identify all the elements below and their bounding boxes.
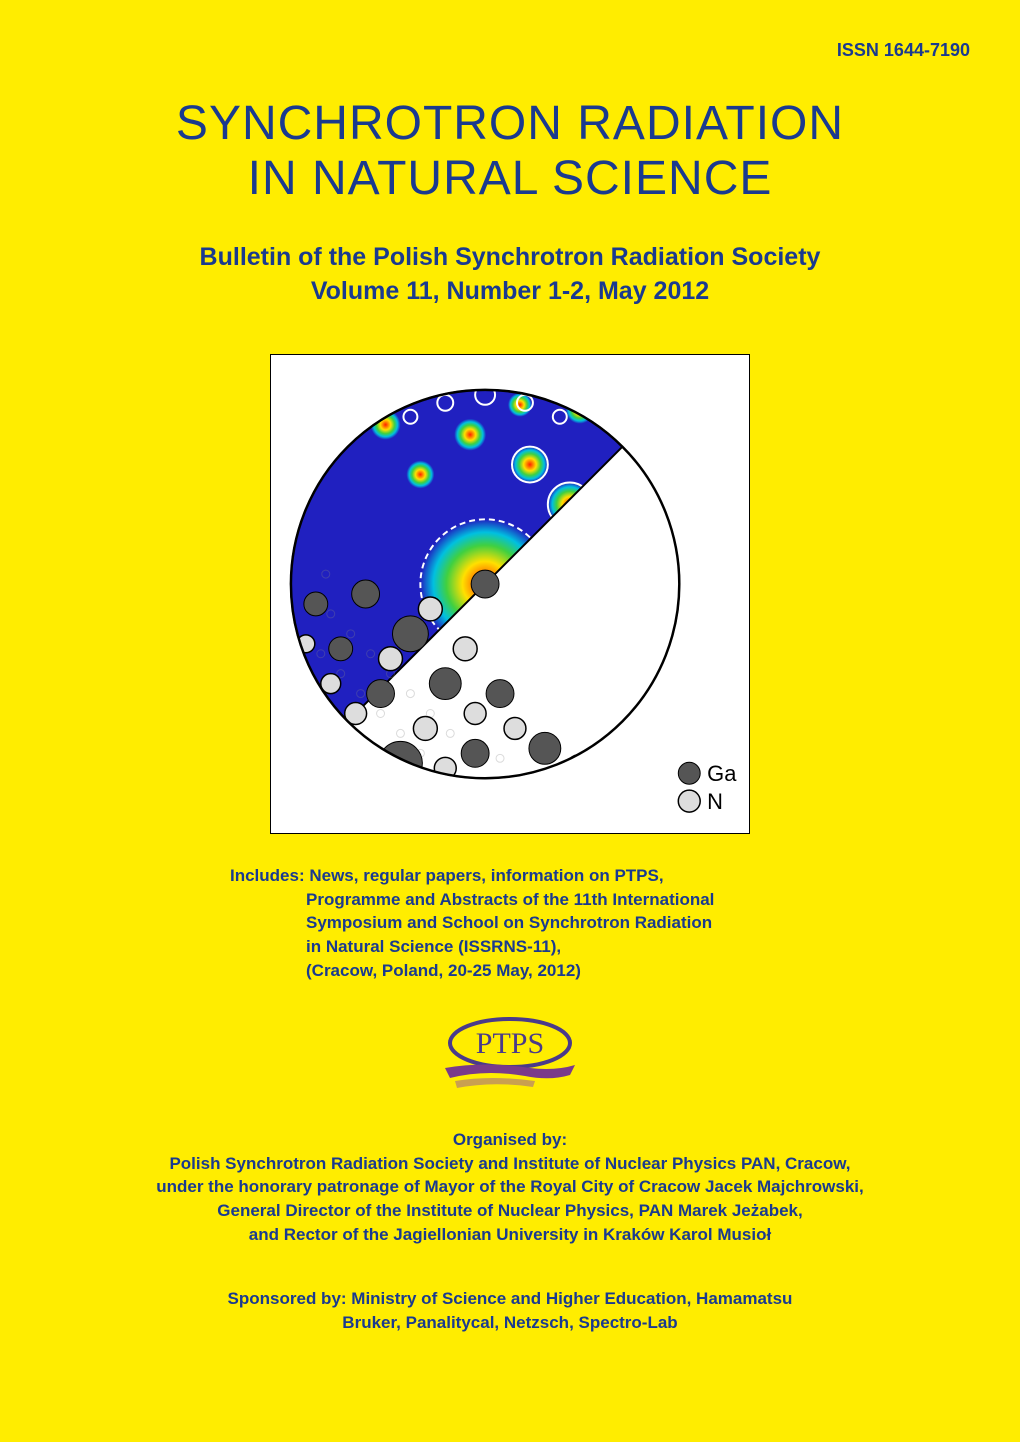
legend-n-label: N (707, 789, 723, 814)
ptps-logo-container: PTPS (50, 1013, 970, 1098)
organised-block: Organised by: Polish Synchrotron Radiati… (50, 1128, 970, 1247)
subtitle-line-1: Bulletin of the Polish Synchrotron Radia… (200, 243, 821, 271)
main-title: SYNCHROTRON RADIATION IN NATURAL SCIENCE (50, 96, 970, 206)
includes-l5: (Cracow, Poland, 20-25 May, 2012) (230, 959, 790, 983)
ptps-logo-text: PTPS (476, 1027, 544, 1060)
includes-block: Includes: News, regular papers, informat… (230, 864, 790, 983)
organised-l2: Polish Synchrotron Radiation Society and… (50, 1152, 970, 1176)
cover-figure: Ga N (270, 354, 750, 834)
sponsored-l2: Bruker, Panalitycal, Netzsch, Spectro-La… (50, 1311, 970, 1335)
includes-l1: Includes: News, regular papers, informat… (230, 864, 790, 888)
legend-ga-label: Ga (707, 761, 737, 786)
title-line-1: SYNCHROTRON RADIATION (176, 97, 844, 150)
issn-label: ISSN 1644-7190 (50, 40, 970, 61)
sponsored-l1: Sponsored by: Ministry of Science and Hi… (50, 1287, 970, 1311)
sponsored-block: Sponsored by: Ministry of Science and Hi… (50, 1287, 970, 1335)
organised-l1: Organised by: (50, 1128, 970, 1152)
includes-l4: in Natural Science (ISSRNS-11), (230, 935, 790, 959)
includes-l2: Programme and Abstracts of the 11th Inte… (230, 888, 790, 912)
organised-l4: General Director of the Institute of Nuc… (50, 1199, 970, 1223)
ptps-logo-icon: PTPS (435, 1013, 585, 1093)
title-line-2: IN NATURAL SCIENCE (248, 152, 773, 205)
organised-l5: and Rector of the Jagiellonian Universit… (50, 1223, 970, 1247)
includes-l3: Symposium and School on Synchrotron Radi… (230, 911, 790, 935)
organised-l3: under the honorary patronage of Mayor of… (50, 1175, 970, 1199)
subtitle-block: Bulletin of the Polish Synchrotron Radia… (50, 241, 970, 309)
diffraction-figure-svg: Ga N (271, 355, 749, 833)
figure-legend: Ga N (678, 761, 737, 814)
subtitle-line-2: Volume 11, Number 1-2, May 2012 (311, 277, 709, 305)
